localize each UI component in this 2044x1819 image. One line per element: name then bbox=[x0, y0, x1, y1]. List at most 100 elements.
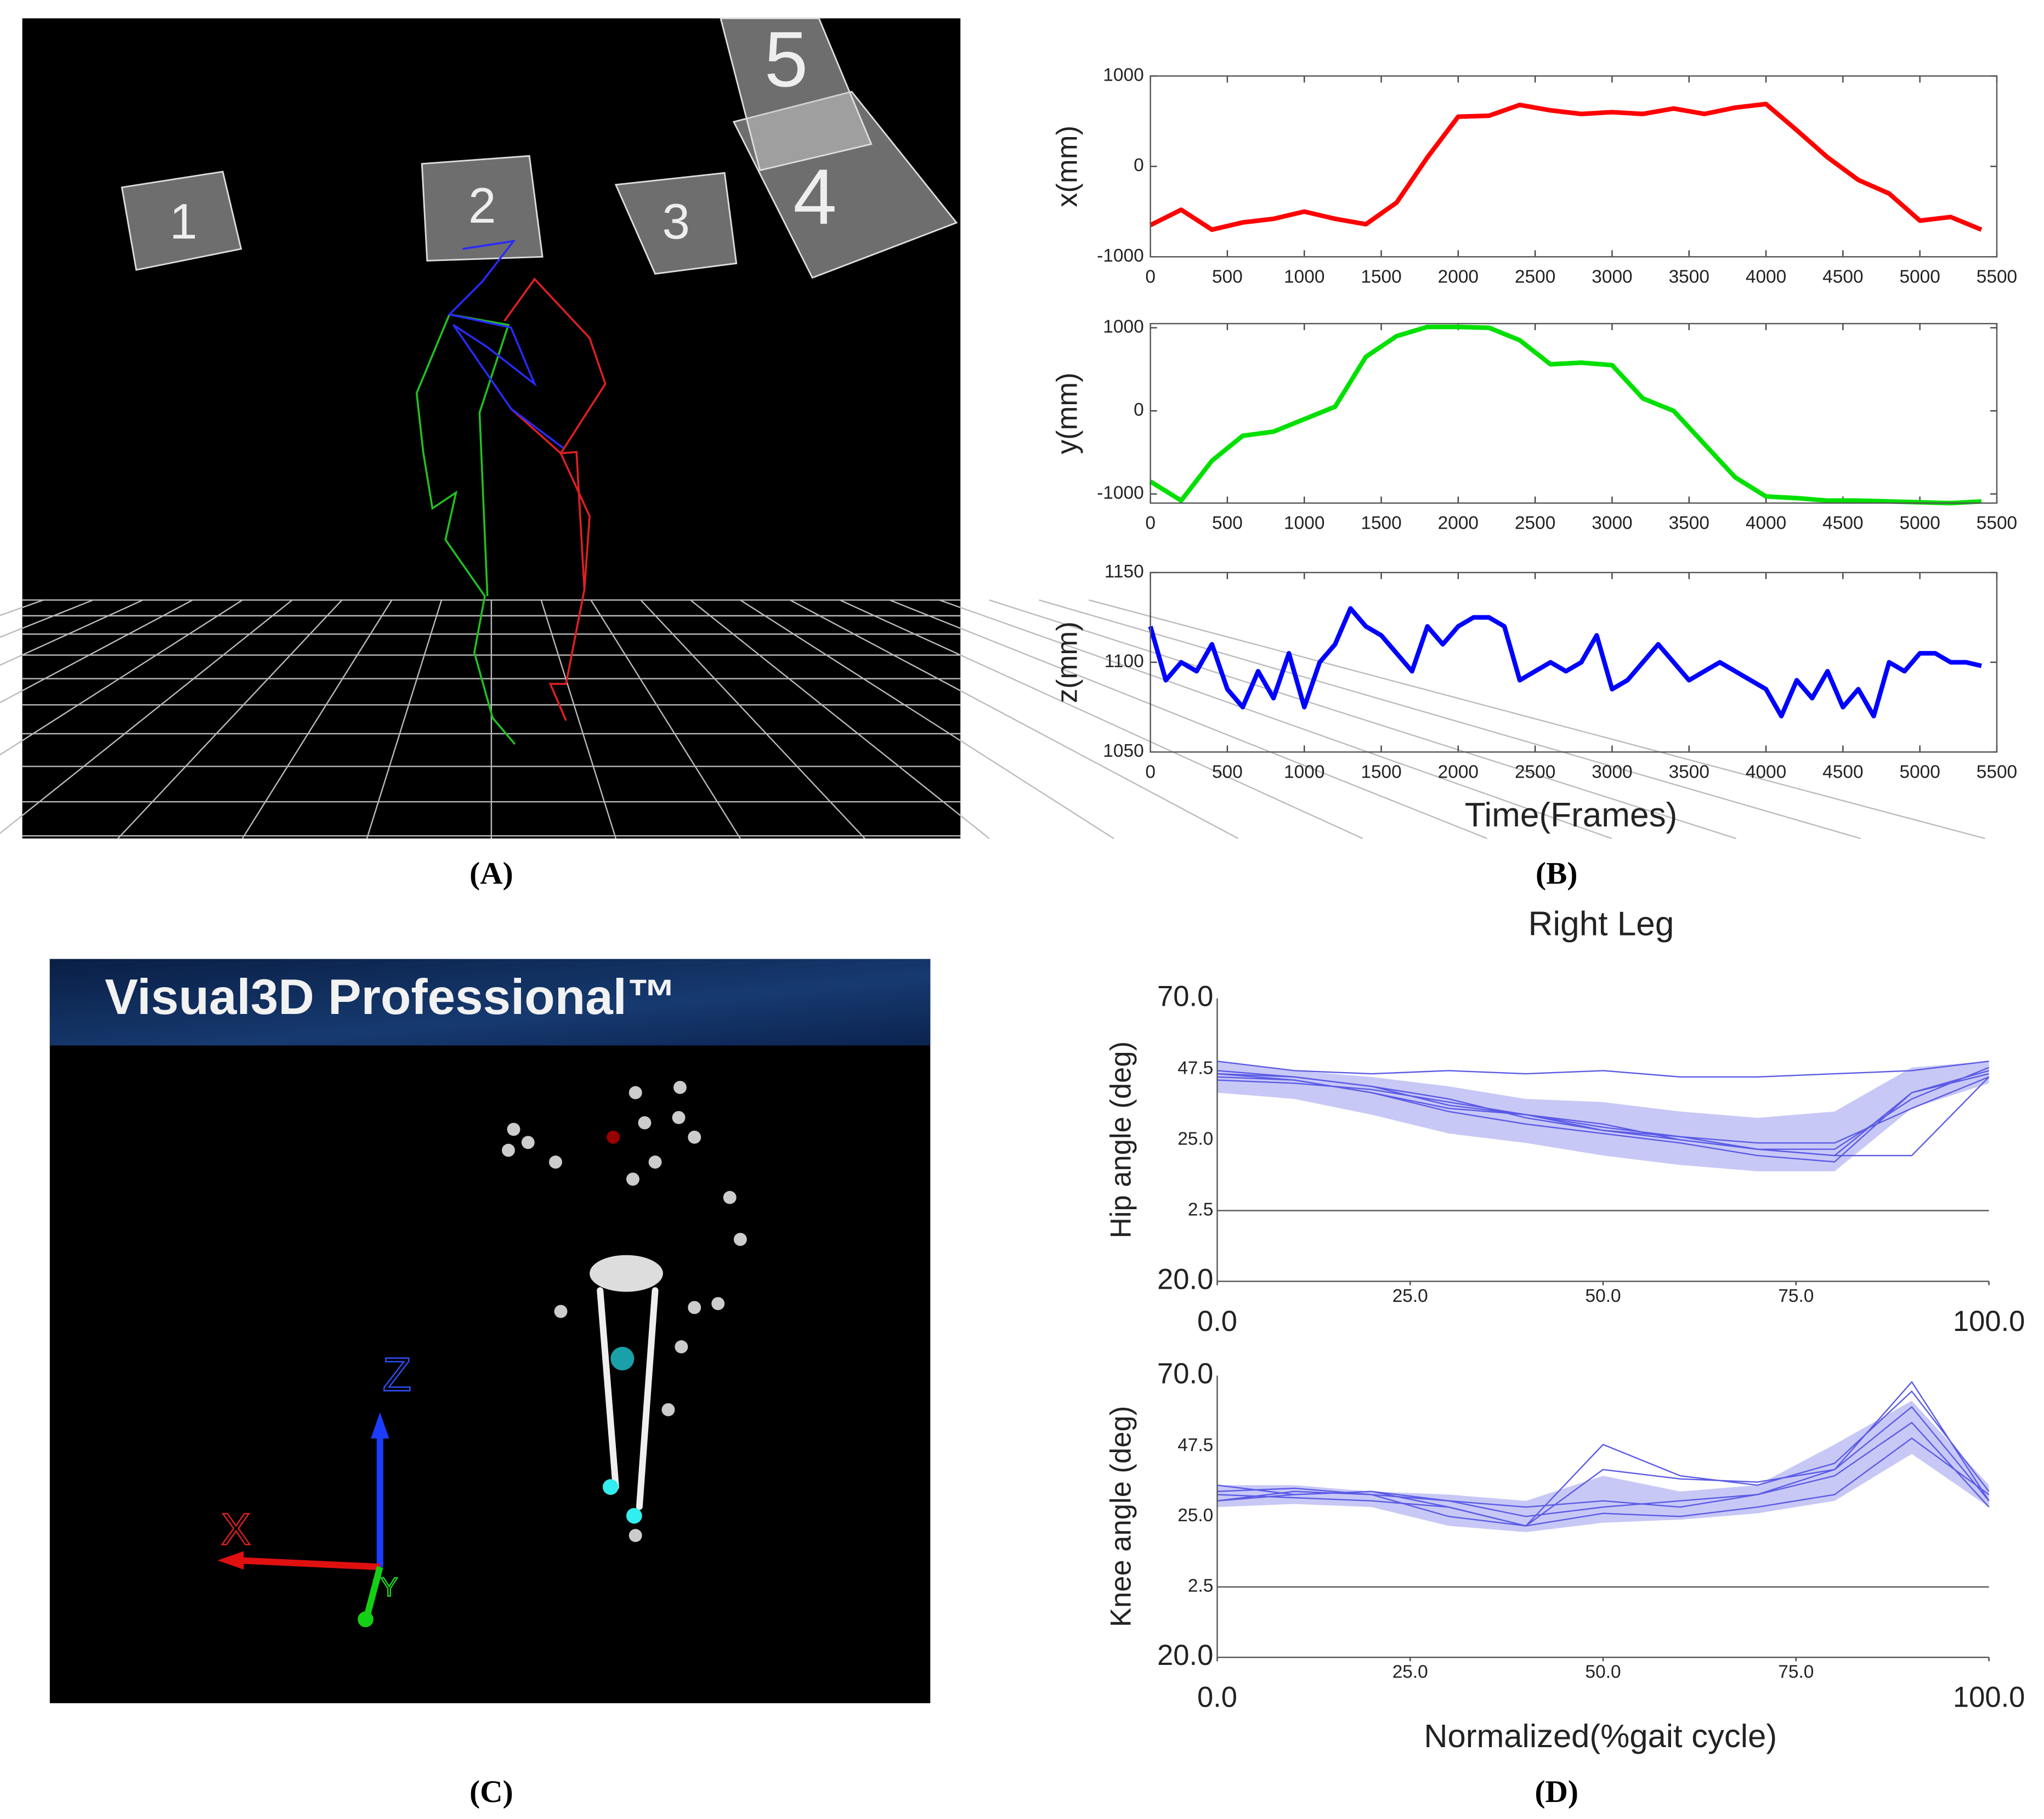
panel-label: (C) bbox=[469, 1775, 513, 1809]
x-tick-label: 50.0 bbox=[1586, 1286, 1621, 1306]
data-line bbox=[1149, 101, 1983, 232]
x-tick-label: 1000 bbox=[1284, 762, 1324, 782]
x-tick-label: 50.0 bbox=[1586, 1662, 1621, 1682]
y-tick-label: 1000 bbox=[1103, 317, 1143, 337]
x-tick-label: 1500 bbox=[1361, 762, 1401, 782]
marker bbox=[602, 1479, 619, 1495]
x-axis bbox=[238, 1557, 381, 1571]
bone bbox=[449, 313, 510, 597]
x-tick-label: 500 bbox=[1212, 762, 1243, 782]
x-tick-label: 75.0 bbox=[1778, 1662, 1814, 1682]
y-tick-label: 20.0 bbox=[1157, 1639, 1213, 1671]
y-tick-label: 70.0 bbox=[1157, 980, 1213, 1012]
marker bbox=[638, 1116, 652, 1130]
y-tick-label: 2.5 bbox=[1188, 1199, 1213, 1220]
y-axis-label: Hip angle (deg) bbox=[1105, 1041, 1137, 1238]
y-tick-label: 2.5 bbox=[1188, 1576, 1213, 1596]
x-tick-label: 100.0 bbox=[1953, 1305, 2025, 1338]
cameras bbox=[121, 18, 958, 279]
x-axis-label: Time(Frames) bbox=[1465, 796, 1678, 834]
viewport bbox=[49, 959, 931, 1703]
banner bbox=[49, 959, 931, 1046]
plot-frame bbox=[1150, 75, 1998, 258]
data-line bbox=[1148, 606, 1982, 719]
x-tick-label: 5500 bbox=[1977, 267, 2017, 287]
floor-line bbox=[0, 599, 143, 666]
y-tick-label: 1000 bbox=[1103, 65, 1143, 85]
pelvis bbox=[590, 1255, 663, 1292]
floor-line bbox=[839, 599, 1363, 840]
x-tick-label: 4000 bbox=[1746, 762, 1786, 782]
marker bbox=[502, 1143, 515, 1157]
y-tick-label: 70.0 bbox=[1157, 1357, 1213, 1390]
x-tick-label: 2500 bbox=[1515, 513, 1555, 533]
x-tick-label: 4500 bbox=[1822, 762, 1863, 782]
data-line bbox=[1217, 1060, 1989, 1078]
floor-line bbox=[366, 599, 443, 839]
markers bbox=[502, 1080, 747, 1542]
y-tick-label: -1000 bbox=[1097, 246, 1144, 266]
floor-line bbox=[790, 599, 1239, 840]
y-tick-label: 0 bbox=[1134, 400, 1144, 420]
y-tick-label: 25.0 bbox=[1177, 1505, 1213, 1526]
axis-label: X bbox=[221, 1505, 251, 1555]
camera-label: 5 bbox=[765, 15, 808, 103]
x-tick-label: 1500 bbox=[1361, 513, 1401, 533]
x-tick-label: 500 bbox=[1212, 267, 1243, 287]
y-axis-label: Knee angle (deg) bbox=[1105, 1406, 1137, 1627]
bone bbox=[503, 277, 607, 721]
x-tick-label: 5000 bbox=[1899, 267, 1940, 287]
camera bbox=[121, 171, 242, 271]
x-tick-label: 500 bbox=[1212, 513, 1243, 533]
data-line bbox=[1217, 1437, 1990, 1527]
marker bbox=[607, 1130, 620, 1144]
y-tick-label: 20.0 bbox=[1157, 1263, 1213, 1295]
camera bbox=[720, 18, 873, 172]
x-tick-label: 2000 bbox=[1438, 513, 1479, 533]
camera-label: 4 bbox=[793, 153, 837, 241]
banner-title: Visual3D Professional™ bbox=[105, 970, 677, 1025]
marker bbox=[723, 1191, 737, 1204]
panel-title: Right Leg bbox=[1528, 905, 1674, 943]
data-line bbox=[1217, 1073, 1990, 1157]
floor-line bbox=[640, 599, 865, 839]
camera-label: 1 bbox=[169, 194, 197, 250]
x-tick-label: 25.0 bbox=[1392, 1286, 1428, 1306]
y-tick-label: -1000 bbox=[1097, 483, 1144, 503]
floor-line bbox=[1039, 599, 1861, 840]
x-tick-label: 0 bbox=[1145, 267, 1156, 287]
panel-label: (D) bbox=[1535, 1775, 1578, 1809]
x-tick-label: 4500 bbox=[1822, 267, 1863, 287]
x-tick-label: 1000 bbox=[1284, 267, 1324, 287]
y-tick-label: 1150 bbox=[1105, 562, 1144, 582]
data-line bbox=[1217, 1421, 1990, 1508]
skeleton bbox=[590, 1255, 663, 1510]
floor-line bbox=[241, 599, 393, 839]
panel-c: Visual3D Professional™ bbox=[49, 959, 931, 1703]
floor-line bbox=[889, 599, 1488, 840]
marker bbox=[648, 1155, 662, 1169]
y-axis-label: z(mm) bbox=[1051, 621, 1083, 703]
skeleton bbox=[415, 240, 607, 745]
bone bbox=[636, 1287, 659, 1510]
data-line bbox=[1217, 1390, 1990, 1527]
x-tick-label: 3500 bbox=[1669, 513, 1709, 533]
x-tick-label: 3000 bbox=[1592, 267, 1632, 287]
marker bbox=[507, 1123, 520, 1136]
marker bbox=[733, 1233, 747, 1246]
bone bbox=[447, 240, 564, 449]
camera-label: 2 bbox=[468, 178, 496, 234]
floor-line bbox=[1089, 599, 1985, 840]
x-tick-label: 4000 bbox=[1746, 513, 1786, 533]
x-tick-label: 4000 bbox=[1746, 267, 1786, 287]
x-tick-label: 5000 bbox=[1899, 513, 1940, 533]
marker bbox=[554, 1305, 568, 1318]
y-axis-label: y(mm) bbox=[1051, 372, 1083, 454]
marker bbox=[629, 1529, 642, 1542]
bone bbox=[597, 1287, 619, 1491]
floor-line bbox=[939, 599, 1612, 840]
x-tick-label: 3000 bbox=[1592, 513, 1632, 533]
data-line bbox=[1217, 1067, 1990, 1150]
